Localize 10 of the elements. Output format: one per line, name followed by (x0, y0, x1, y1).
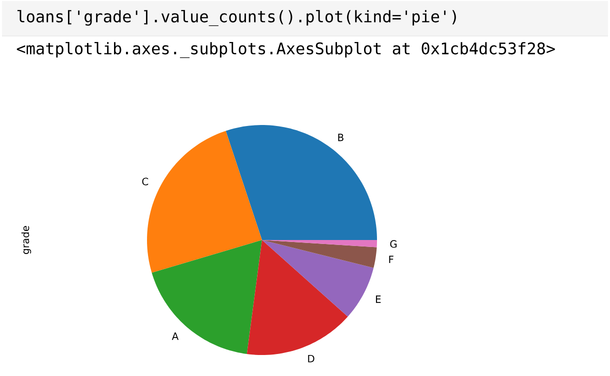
slice-label: A (172, 332, 179, 340)
slice-label: G (390, 240, 397, 248)
slice-label: E (376, 296, 381, 303)
slice-label: F (389, 256, 394, 264)
slice-label: B (338, 134, 344, 142)
text: <matplotlib.axes._subplots.AxesSubplot at 0x1cb4dc53f28> (16, 42, 555, 58)
slice-label: C (142, 178, 148, 186)
text: grade (21, 226, 32, 254)
slice-label: D (308, 354, 314, 362)
text: loans['grade'].value_counts().plot(kind='pie') (17, 10, 456, 26)
